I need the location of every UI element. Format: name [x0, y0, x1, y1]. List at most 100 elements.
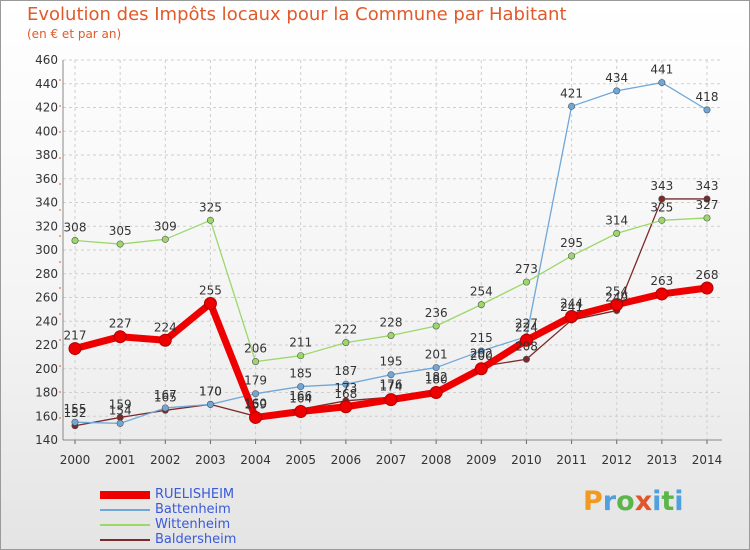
y-tick-label-200: 200: [35, 362, 58, 376]
data-point-wittenheim-2005: [297, 352, 305, 360]
data-label-battenheim-2012: 434: [605, 71, 628, 85]
grid-lines: [63, 59, 722, 441]
data-point-baldersheim-2013: [658, 195, 666, 203]
data-label-wittenheim-2012: 314: [605, 213, 628, 227]
legend-item-wittenheim[interactable]: Wittenheim: [100, 517, 300, 532]
data-label-baldersheim-2003: 170: [199, 384, 222, 398]
data-label-baldersheim-2005: 166: [289, 389, 312, 403]
data-label-battenheim-2010: 227: [515, 317, 538, 331]
data-point-battenheim-2000: [71, 418, 79, 426]
y-tick-label-420: 420: [35, 101, 58, 115]
x-tick-label-2002: 2002: [150, 453, 181, 467]
data-point-battenheim-2004: [252, 390, 260, 398]
y-tick-label-320: 320: [35, 219, 58, 233]
data-point-battenheim-2011: [568, 102, 576, 110]
logo-letter: o: [616, 486, 635, 517]
data-point-ruelisheim-2010: [519, 333, 533, 347]
data-point-ruelisheim-2004: [249, 410, 263, 424]
data-label-ruelisheim-2006: 168: [334, 387, 357, 401]
data-point-baldersheim-2014: [703, 195, 711, 203]
legend-item-baldersheim[interactable]: Baldersheim: [100, 532, 300, 547]
data-label-wittenheim-2004: 206: [244, 342, 267, 356]
data-point-wittenheim-2004: [252, 358, 260, 366]
legend-item-battenheim[interactable]: Battenheim: [100, 502, 300, 517]
x-tick-label-2011: 2011: [556, 453, 587, 467]
data-point-ruelisheim-2005: [294, 405, 308, 418]
y-tick-label-300: 300: [35, 243, 58, 257]
data-point-wittenheim-2012: [613, 229, 621, 237]
y-tick-label-460: 460: [35, 53, 58, 67]
data-label-battenheim-2000: 155: [64, 402, 87, 416]
data-point-battenheim-2005: [297, 383, 305, 391]
legend-label-wittenheim: Wittenheim: [155, 517, 231, 532]
legend-item-ruelisheim[interactable]: RUELISHEIM: [100, 487, 300, 502]
x-tick-label-2013: 2013: [647, 453, 678, 467]
data-label-battenheim-2011: 421: [560, 86, 583, 100]
data-point-battenheim-2003: [206, 400, 214, 408]
data-label-battenheim-2005: 185: [289, 367, 312, 381]
series-layer: [68, 79, 714, 430]
x-tick-label-2004: 2004: [240, 453, 271, 467]
data-label-battenheim-2006: 187: [334, 364, 357, 378]
legend-swatch-baldersheim: [100, 539, 150, 541]
data-point-wittenheim-2001: [116, 240, 124, 248]
data-label-ruelisheim-2012: 254: [605, 285, 628, 299]
data-point-wittenheim-2014: [703, 214, 711, 222]
data-point-ruelisheim-2008: [429, 386, 443, 399]
y-tick-label-440: 440: [35, 77, 58, 91]
data-point-battenheim-2002: [161, 404, 169, 412]
data-label-wittenheim-2006: 222: [334, 323, 357, 337]
data-label-ruelisheim-2003: 255: [199, 283, 222, 297]
data-label-battenheim-2003: 170: [199, 384, 222, 398]
data-point-ruelisheim-2007: [384, 393, 398, 407]
axes: [59, 60, 722, 444]
data-label-wittenheim-2011: 295: [560, 236, 583, 250]
proxiti-logo[interactable]: Proxiti: [583, 486, 684, 517]
data-point-ruelisheim-2009: [474, 362, 488, 376]
data-label-ruelisheim-2014: 268: [696, 268, 719, 282]
data-point-ruelisheim-2006: [339, 400, 353, 414]
data-point-wittenheim-2007: [387, 331, 395, 339]
y-tick-label-140: 140: [35, 433, 58, 447]
data-point-wittenheim-2000: [71, 237, 79, 245]
legend-swatch-battenheim: [100, 509, 150, 511]
legend-label-battenheim: Battenheim: [155, 502, 231, 517]
data-point-battenheim-2006: [342, 380, 350, 388]
data-label-baldersheim-2000: 152: [64, 406, 87, 420]
data-label-ruelisheim-2004: 159: [244, 397, 267, 411]
data-point-battenheim-2014: [703, 106, 711, 114]
data-label-wittenheim-2010: 273: [515, 262, 538, 276]
data-point-wittenheim-2008: [432, 322, 440, 330]
data-point-wittenheim-2003: [206, 216, 214, 224]
x-tick-label-2006: 2006: [331, 453, 362, 467]
y-tick-label-160: 160: [35, 409, 58, 423]
data-label-baldersheim-2008: 182: [425, 370, 448, 384]
data-point-battenheim-2009: [477, 347, 485, 355]
data-label-ruelisheim-2010: 224: [515, 320, 538, 334]
y-tick-label-400: 400: [35, 124, 58, 138]
data-label-baldersheim-2002: 165: [154, 390, 177, 404]
y-tick-label-180: 180: [35, 386, 58, 400]
logo-letter: r: [602, 486, 617, 517]
logo-letter: x: [634, 486, 653, 517]
data-label-ruelisheim-2001: 227: [109, 317, 132, 331]
data-point-battenheim-2012: [613, 87, 621, 95]
x-tick-label-2001: 2001: [105, 453, 136, 467]
data-label-wittenheim-2003: 325: [199, 200, 222, 214]
data-label-wittenheim-2005: 211: [289, 336, 312, 350]
chart-title: Evolution des Impôts locaux pour la Comm…: [27, 4, 567, 25]
data-point-wittenheim-2009: [477, 301, 485, 309]
data-label-battenheim-2004: 179: [244, 374, 267, 388]
data-label-battenheim-2014: 418: [696, 90, 719, 104]
data-label-wittenheim-2014: 327: [696, 198, 719, 212]
data-label-wittenheim-2001: 305: [109, 224, 132, 238]
data-point-ruelisheim-2001: [113, 330, 127, 344]
logo-letter: i: [674, 486, 684, 517]
x-tick-label-2014: 2014: [692, 453, 723, 467]
data-point-battenheim-2008: [432, 364, 440, 372]
y-tick-label-240: 240: [35, 314, 58, 328]
data-label-baldersheim-2007: 176: [380, 377, 403, 391]
data-label-battenheim-2007: 195: [380, 355, 403, 369]
data-point-ruelisheim-2011: [565, 310, 579, 323]
